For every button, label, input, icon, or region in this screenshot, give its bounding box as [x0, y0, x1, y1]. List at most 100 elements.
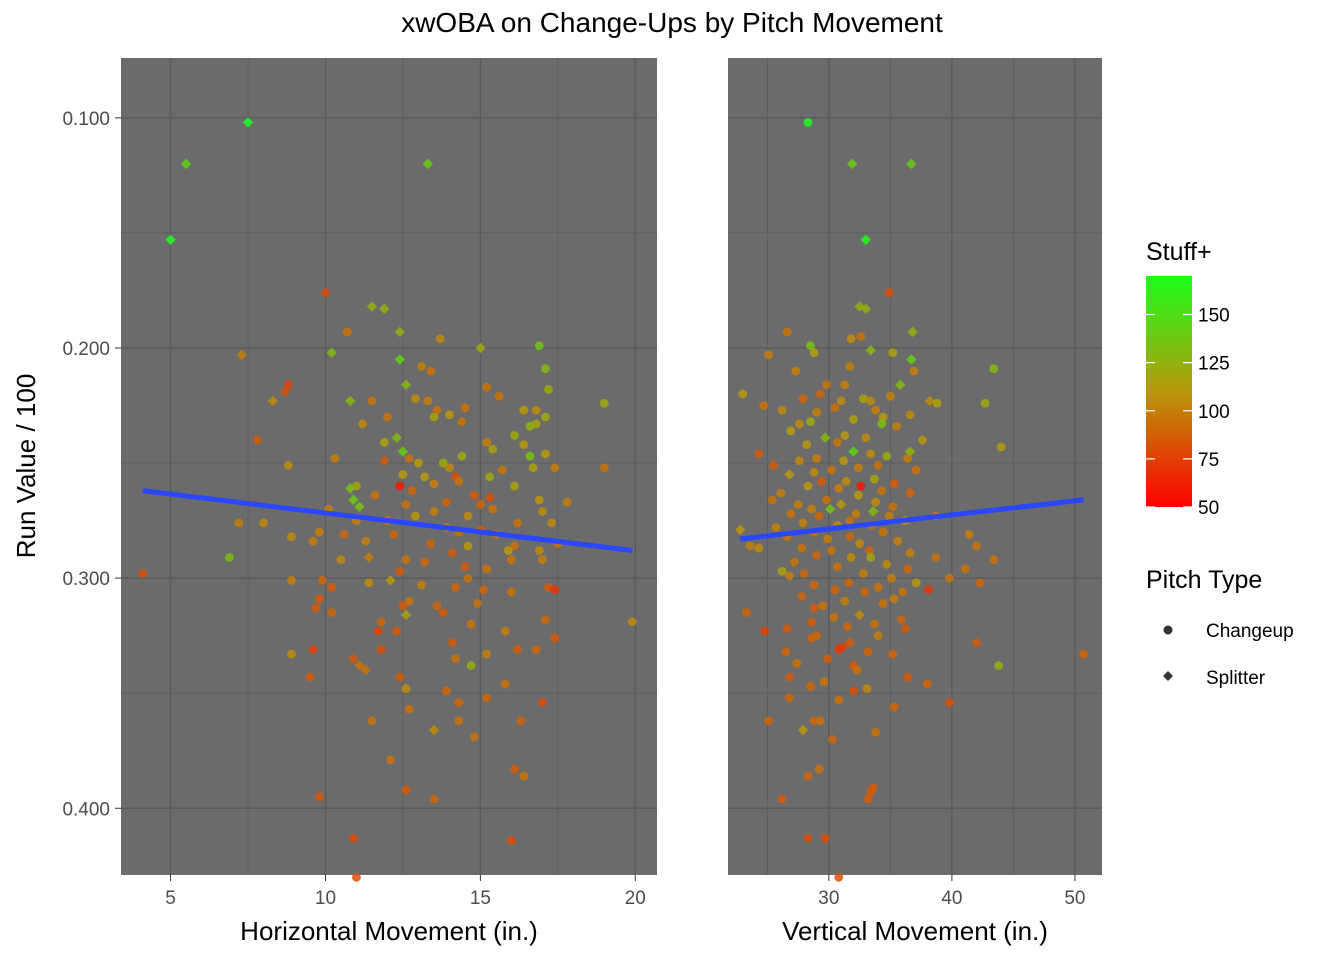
- point-changeup: [305, 672, 315, 682]
- point-changeup: [348, 654, 358, 664]
- point-changeup: [854, 463, 863, 473]
- x-axis-ticks: 5 10 15 20: [165, 875, 646, 909]
- point-splitter: [865, 345, 876, 356]
- legend-item-changeup: Changeup: [1163, 621, 1294, 642]
- point-changeup: [769, 460, 778, 470]
- point-changeup: [510, 541, 519, 551]
- point-changeup: [376, 645, 386, 654]
- scatter-points: [138, 117, 637, 882]
- point-splitter: [360, 664, 371, 676]
- point-splitter: [867, 506, 879, 517]
- point-splitter: [379, 455, 390, 466]
- point-changeup: [884, 511, 894, 521]
- point-splitter: [422, 158, 433, 170]
- point-changeup: [845, 361, 855, 371]
- point-changeup: [889, 479, 899, 489]
- point-changeup: [376, 617, 386, 627]
- legend-item-splitter: Splitter: [1163, 668, 1266, 689]
- point-splitter: [307, 644, 319, 655]
- point-changeup: [829, 612, 839, 622]
- point-changeup: [503, 546, 513, 555]
- point-changeup: [475, 500, 485, 509]
- point-changeup: [793, 500, 803, 509]
- point-changeup: [754, 449, 764, 459]
- point-changeup: [463, 511, 473, 521]
- point-changeup: [404, 596, 414, 606]
- point-changeup: [792, 658, 802, 668]
- point-changeup: [327, 608, 337, 618]
- x-tick-label: 40: [941, 888, 962, 909]
- point-changeup: [420, 472, 430, 482]
- color-bar-tick-label: 50: [1198, 498, 1219, 519]
- point-changeup: [862, 684, 872, 693]
- point-changeup: [287, 532, 296, 542]
- point-changeup: [469, 490, 479, 500]
- point-changeup: [877, 419, 887, 429]
- point-changeup: [871, 497, 881, 507]
- point-changeup: [871, 727, 881, 737]
- point-splitter: [354, 660, 365, 671]
- point-changeup: [776, 488, 786, 498]
- point-changeup: [287, 576, 296, 585]
- point-changeup: [803, 118, 813, 127]
- point-changeup: [903, 672, 913, 682]
- point-splitter: [847, 158, 858, 170]
- point-changeup: [861, 433, 871, 443]
- point-changeup: [460, 403, 470, 413]
- point-changeup: [830, 403, 840, 413]
- point-changeup: [826, 546, 836, 555]
- point-changeup: [798, 518, 808, 528]
- point-splitter: [854, 609, 865, 621]
- point-changeup: [457, 417, 467, 427]
- point-changeup: [905, 488, 915, 498]
- x-axis-title: Horizontal Movement (in.): [240, 916, 538, 946]
- point-changeup: [457, 451, 467, 461]
- point-changeup: [854, 490, 863, 500]
- point-changeup: [806, 341, 815, 351]
- point-changeup: [463, 541, 473, 551]
- point-changeup: [417, 580, 426, 590]
- point-changeup: [426, 366, 436, 376]
- point-changeup: [849, 414, 858, 424]
- point-changeup: [599, 398, 609, 408]
- x-tick-label: 50: [1064, 888, 1085, 909]
- point-changeup: [506, 555, 516, 565]
- point-changeup: [451, 654, 461, 664]
- point-changeup: [506, 587, 516, 597]
- point-changeup: [550, 633, 560, 643]
- point-changeup: [451, 582, 461, 592]
- point-changeup: [429, 479, 439, 489]
- point-changeup: [964, 529, 974, 539]
- point-changeup: [506, 836, 516, 845]
- x-axis-title: Vertical Movement (in.): [782, 916, 1048, 946]
- point-changeup: [786, 509, 796, 519]
- point-splitter: [397, 446, 409, 457]
- point-changeup: [311, 603, 321, 613]
- point-splitter: [860, 234, 871, 246]
- point-changeup: [797, 592, 807, 601]
- point-changeup: [799, 569, 809, 578]
- point-splitter: [400, 379, 412, 390]
- point-changeup: [410, 511, 420, 521]
- color-bar-tick-label: 150: [1198, 306, 1230, 327]
- point-changeup: [454, 477, 464, 486]
- point-changeup: [961, 564, 970, 574]
- point-changeup: [482, 382, 491, 392]
- point-changeup: [314, 527, 324, 537]
- point-changeup: [841, 477, 851, 486]
- point-changeup: [339, 529, 349, 539]
- point-changeup: [806, 681, 815, 691]
- point-changeup: [882, 451, 892, 461]
- point-changeup: [897, 615, 906, 624]
- point-changeup: [888, 502, 898, 512]
- point-changeup: [846, 553, 856, 562]
- point-changeup: [537, 555, 547, 565]
- point-changeup: [873, 460, 883, 470]
- point-changeup: [898, 587, 908, 597]
- point-changeup: [866, 553, 876, 562]
- point-changeup: [259, 518, 268, 528]
- point-changeup: [873, 631, 883, 641]
- y-axis-ticks: 0.100 0.200 0.300 0.400: [62, 109, 121, 820]
- point-changeup: [420, 557, 430, 567]
- legend: Stuff+ 150 125 100 75 50 Pitch Type Changeup…: [1146, 238, 1294, 689]
